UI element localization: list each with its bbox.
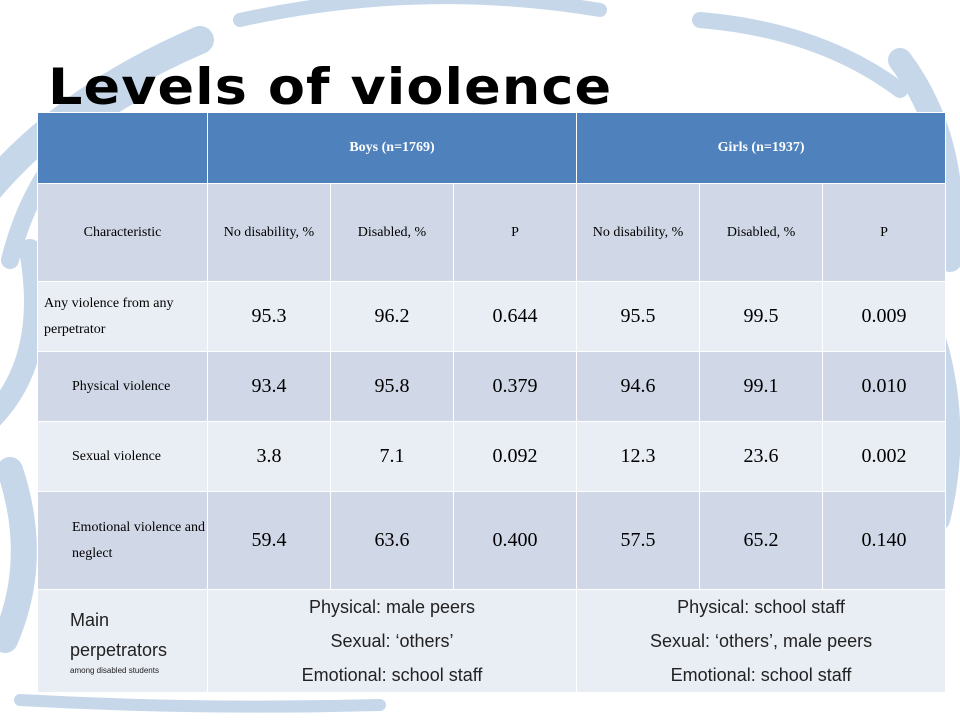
table-cell: 57.5	[576, 491, 701, 590]
col-boys-no-disability: No disability, %	[207, 183, 331, 282]
group-header-row: Boys (n=1769) Girls (n=1937)	[37, 112, 947, 184]
table-cell: 23.6	[699, 421, 824, 492]
row-label: Sexual violence	[37, 421, 208, 492]
table-cell: 3.8	[207, 421, 331, 492]
table-cell: 0.092	[452, 421, 578, 492]
table-cell: 65.2	[699, 491, 824, 590]
perpetrator-line: Emotional: school staff	[670, 665, 852, 685]
table-cell: 99.5	[699, 281, 824, 352]
table-row: Physical violence 93.4 95.8 0.379 94.6 9…	[37, 351, 947, 422]
row-label: Emotional violence and neglect	[37, 491, 208, 590]
table-row: Sexual violence 3.8 7.1 0.092 12.3 23.6 …	[37, 421, 947, 492]
table-cell: 94.6	[576, 351, 701, 422]
col-girls-p: P	[822, 183, 947, 282]
table-cell: 95.5	[576, 281, 701, 352]
table-cell: 0.002	[822, 421, 947, 492]
col-girls-no-disability: No disability, %	[576, 183, 701, 282]
boys-header: Boys (n=1769)	[206, 112, 578, 184]
table-row: Any violence from any perpetrator 95.3 9…	[37, 281, 947, 352]
table-cell: 93.4	[207, 351, 331, 422]
table-cell: 12.3	[576, 421, 701, 492]
table-cell: 63.6	[330, 491, 454, 590]
row-label: Physical violence	[37, 351, 208, 422]
table-row: Emotional violence and neglect 59.4 63.6…	[37, 491, 947, 590]
table-cell: 7.1	[330, 421, 454, 492]
girls-header: Girls (n=1937)	[576, 112, 947, 184]
perpetrators-label: Main perpetrators	[70, 610, 168, 660]
perpetrator-line: Sexual: ‘others’, male peers	[649, 631, 873, 651]
table-cell: 0.010	[822, 351, 947, 422]
perpetrators-sublabel: among disabled students	[70, 666, 159, 675]
table-cell: 0.140	[822, 491, 947, 590]
girls-perpetrators-cell: Physical: school staff Sexual: ‘others’,…	[576, 589, 947, 693]
table-cell: 0.400	[452, 491, 578, 590]
col-boys-disabled: Disabled, %	[330, 183, 454, 282]
column-header-row: Characteristic No disability, % Disabled…	[37, 183, 947, 282]
table-cell: 95.8	[330, 351, 454, 422]
table-cell: 0.644	[452, 281, 578, 352]
perpetrator-line: Emotional: school staff	[301, 665, 483, 685]
col-boys-p: P	[452, 183, 578, 282]
perpetrator-line: Physical: school staff	[677, 597, 845, 617]
perpetrators-row: Main perpetrators among disabled student…	[37, 589, 947, 693]
boys-perpetrators-cell: Physical: male peers Sexual: ‘others’ Em…	[206, 589, 578, 693]
corner-cell	[37, 112, 208, 184]
row-label: Any violence from any perpetrator	[37, 281, 208, 352]
table-cell: 0.379	[452, 351, 578, 422]
perpetrators-label-cell: Main perpetrators among disabled student…	[37, 589, 208, 693]
violence-table: Boys (n=1769) Girls (n=1937) Characteris…	[37, 112, 947, 693]
table-cell: 0.009	[822, 281, 947, 352]
col-girls-disabled: Disabled, %	[699, 183, 824, 282]
table-cell: 99.1	[699, 351, 824, 422]
slide-title: Levels of violence	[48, 58, 613, 116]
col-characteristic: Characteristic	[37, 183, 208, 282]
table-cell: 95.3	[207, 281, 331, 352]
perpetrator-line: Physical: male peers	[308, 597, 476, 617]
table-cell: 59.4	[207, 491, 331, 590]
table-cell: 96.2	[330, 281, 454, 352]
perpetrator-line: Sexual: ‘others’	[330, 631, 454, 651]
